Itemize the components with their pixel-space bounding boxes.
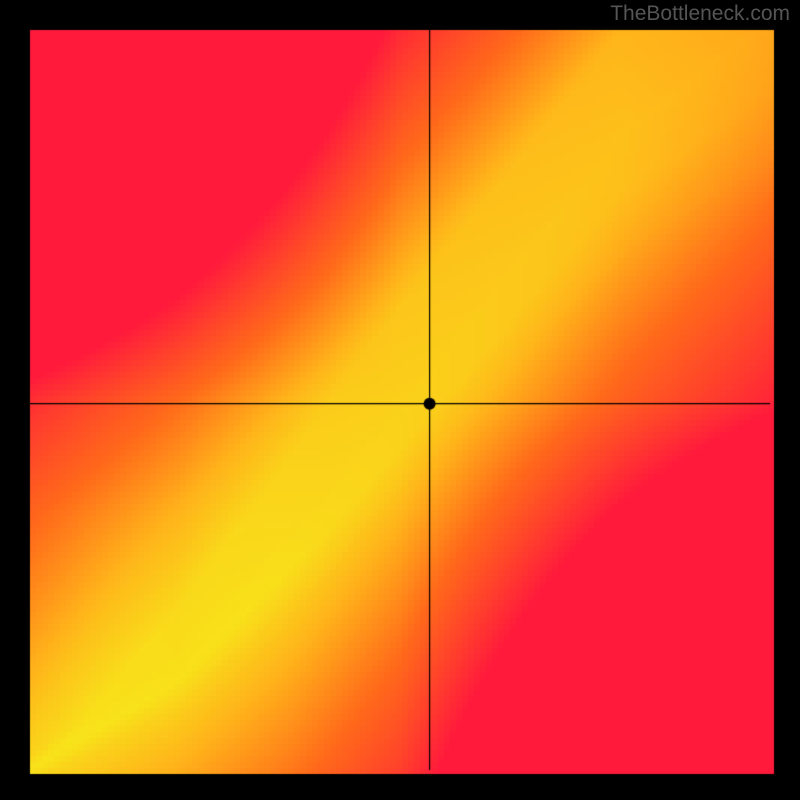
chart-container: TheBottleneck.com bbox=[0, 0, 800, 800]
watermark-text: TheBottleneck.com bbox=[610, 2, 790, 26]
bottleneck-heatmap bbox=[0, 0, 800, 800]
